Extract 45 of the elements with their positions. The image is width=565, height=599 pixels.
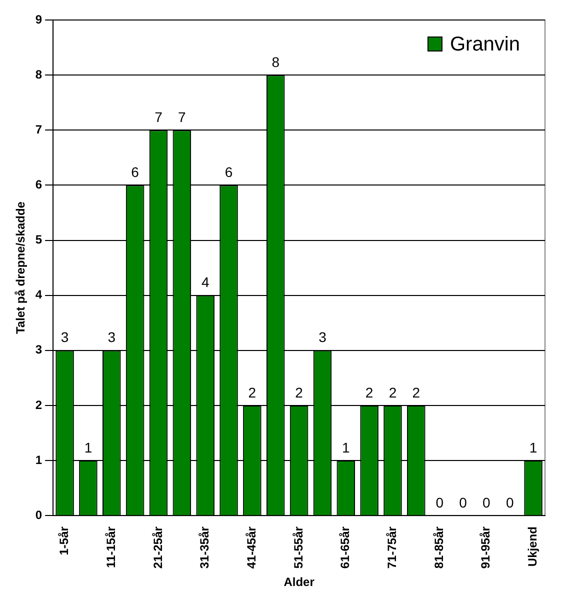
data-label: 7	[154, 108, 163, 125]
data-label: 2	[412, 384, 420, 400]
data-label: 0	[436, 494, 444, 510]
y-tick-label: 7	[35, 122, 42, 136]
data-label: 2	[295, 384, 304, 400]
x-tick-label: 71-75år	[385, 526, 400, 569]
x-tick-label: 41-45år	[244, 526, 258, 569]
x-tick-label: 11-15år	[104, 526, 118, 568]
y-tick-label: 8	[35, 67, 42, 82]
data-label: 1	[529, 439, 538, 456]
data-label: 1	[84, 439, 92, 456]
x-tick-label: 21-25år	[150, 526, 165, 569]
data-label: 2	[248, 384, 256, 400]
data-label: 1	[342, 439, 350, 456]
y-tick-label: 6	[35, 178, 42, 192]
data-label: 3	[60, 329, 69, 346]
y-axis-title: Talet på drepne/skadde	[14, 201, 28, 334]
data-label: 6	[131, 164, 140, 180]
y-tick-label: 4	[35, 288, 42, 302]
data-label: 0	[482, 494, 491, 510]
x-tick-label: 51-55år	[291, 526, 306, 569]
x-axis-title: Alder	[284, 575, 315, 590]
data-label: 4	[201, 274, 210, 290]
y-tick-label: 9	[35, 12, 42, 26]
data-label: 3	[318, 329, 327, 346]
y-tick-label: 0	[35, 508, 42, 522]
x-tick-label: 91-95år	[478, 526, 493, 569]
y-tick-label: 1	[35, 452, 42, 467]
x-tick-label: Ukjend	[526, 526, 540, 567]
x-tick-label: 1-5år	[57, 526, 72, 556]
legend-label: Granvin	[450, 34, 520, 56]
y-tick-label: 3	[35, 342, 42, 357]
data-label: 0	[459, 494, 468, 510]
data-label: 2	[388, 384, 397, 400]
y-tick-label: 5	[35, 232, 42, 247]
data-label: 7	[178, 108, 186, 125]
data-label: 6	[224, 164, 233, 180]
data-label: 2	[365, 384, 374, 400]
y-tick-label: 2	[35, 398, 42, 412]
x-tick-label: 31-35år	[198, 526, 212, 569]
data-label: 0	[506, 494, 514, 510]
data-label: 8	[272, 54, 280, 70]
x-tick-label: 61-65år	[338, 526, 352, 569]
data-label: 3	[108, 329, 116, 346]
x-tick-label: 81-85år	[432, 526, 446, 569]
